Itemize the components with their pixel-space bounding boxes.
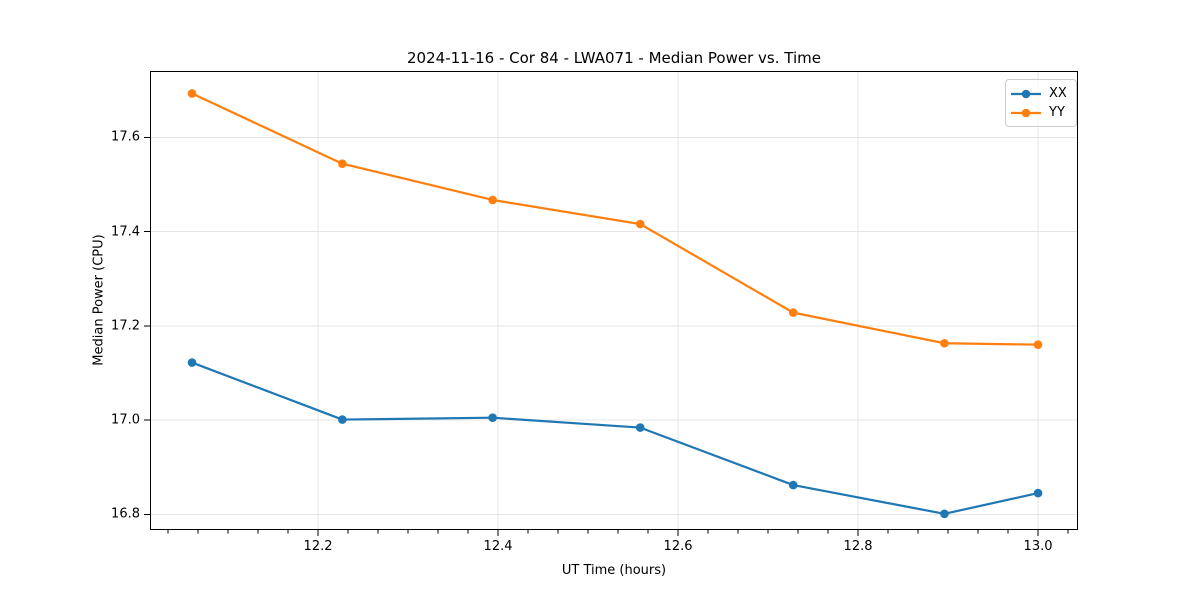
legend-entry-xx: XX: [1010, 84, 1070, 103]
legend-line-marker-icon: [1011, 89, 1041, 98]
y-tick-label: 17.6: [111, 129, 140, 145]
x-tick-label: 13.0: [1023, 539, 1053, 554]
x-tick-label: 12.6: [663, 539, 693, 554]
legend-line-marker-icon: [1011, 108, 1041, 117]
x-tick-label: 12.4: [483, 539, 513, 554]
y-tick-label: 17.4: [111, 224, 140, 240]
y-axis-label: Median Power (CPU): [91, 234, 107, 366]
legend-label: XX: [1049, 86, 1067, 101]
chart-title: 2024-11-16 - Cor 84 - LWA071 - Median Po…: [407, 49, 821, 67]
x-tick-label: 12.2: [303, 539, 333, 554]
legend: XX YY: [1005, 79, 1077, 127]
legend-entry-yy: YY: [1010, 103, 1070, 122]
y-tick-label: 17.2: [111, 318, 140, 334]
y-tick-label: 17.0: [111, 412, 140, 428]
legend-label: YY: [1049, 105, 1065, 120]
x-axis-label: UT Time (hours): [561, 563, 667, 578]
y-tick-label: 16.8: [111, 506, 140, 522]
x-tick-label: 12.8: [843, 539, 873, 554]
